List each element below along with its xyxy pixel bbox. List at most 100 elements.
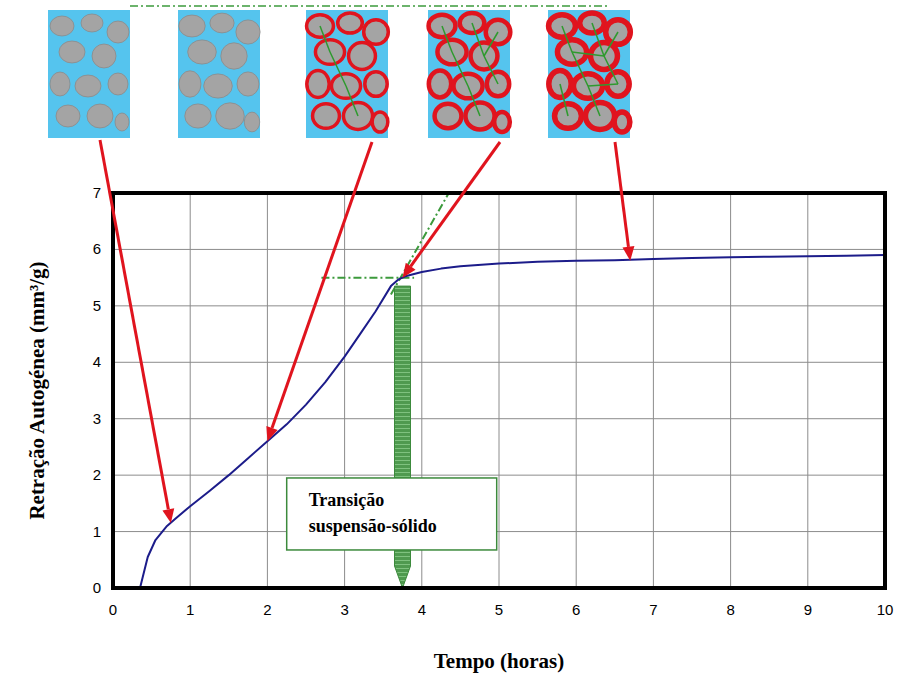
y-tick-label: 6 — [93, 240, 101, 257]
link — [562, 26, 572, 52]
particle — [179, 71, 201, 97]
particle — [108, 73, 128, 95]
particle — [50, 72, 70, 96]
stage-arrow — [272, 142, 372, 428]
annotation-line: Transição — [309, 490, 385, 510]
annotation-box — [287, 478, 497, 550]
grid-line-y — [113, 249, 885, 250]
link — [572, 52, 604, 56]
grid-line-x — [190, 193, 191, 588]
link — [484, 32, 498, 56]
particle — [75, 75, 101, 97]
link — [588, 86, 600, 116]
particle — [115, 113, 129, 131]
particle — [87, 104, 113, 128]
stage-arrow-head — [266, 426, 277, 441]
particle — [429, 71, 451, 98]
grid-line-x — [807, 193, 808, 588]
x-tick-label: 6 — [572, 601, 580, 618]
x-tick-label: 0 — [109, 601, 117, 618]
particle — [107, 21, 129, 43]
stage-bg — [178, 10, 260, 138]
annotation-text: Transição suspensão-sólido — [309, 490, 437, 536]
stage-illustration — [178, 10, 260, 138]
stage-illustration — [548, 10, 630, 138]
stage-bg — [428, 10, 510, 138]
y-axis-title: Retração Autogénea (mm³/g) — [25, 261, 49, 519]
particle — [372, 112, 388, 132]
x-tick-label: 8 — [726, 601, 734, 618]
link — [588, 84, 618, 86]
particle — [307, 71, 329, 98]
stage-illustration — [306, 10, 388, 138]
particle — [50, 16, 74, 36]
y-tick-label: 5 — [93, 297, 101, 314]
particle — [614, 112, 630, 132]
y-tick-label: 4 — [93, 353, 101, 370]
stage-arrow-head — [623, 246, 635, 261]
particle — [210, 13, 234, 33]
grid — [113, 193, 885, 588]
y-tick-label: 2 — [93, 466, 101, 483]
particle — [92, 44, 116, 68]
x-tick-label: 5 — [495, 601, 503, 618]
link — [330, 52, 346, 86]
stage-arrow — [615, 142, 628, 247]
particle — [435, 104, 462, 129]
link — [452, 52, 468, 86]
x-tick-label: 2 — [263, 601, 271, 618]
particle — [349, 43, 376, 70]
stage-bg — [306, 10, 388, 138]
particle — [59, 41, 85, 63]
grid-line-y — [113, 362, 885, 363]
link — [604, 32, 618, 56]
particle — [188, 40, 217, 64]
x-tick-label: 9 — [804, 601, 812, 618]
grid-line-y — [113, 418, 885, 419]
particle — [338, 13, 363, 33]
link — [472, 23, 484, 56]
stage-arrow — [411, 142, 500, 266]
data-group — [140, 193, 885, 588]
link — [468, 86, 480, 116]
particle — [237, 72, 259, 96]
stage-bg — [48, 10, 130, 138]
plot-frame — [113, 193, 885, 588]
y-tick-label: 3 — [93, 410, 101, 427]
stage-arrow-head — [162, 508, 174, 523]
link — [560, 84, 568, 116]
plot-bg — [113, 193, 885, 588]
link — [592, 23, 604, 56]
particle — [81, 14, 103, 32]
particle — [216, 103, 245, 129]
stage-arrow — [100, 140, 168, 509]
grid-line-x — [499, 193, 500, 588]
particle — [365, 72, 387, 97]
x-tick-label: 10 — [877, 601, 894, 618]
particle — [56, 105, 80, 127]
particle — [494, 112, 510, 132]
grid-line-x — [576, 193, 577, 588]
x-axis-title: Tempo (horas) — [434, 649, 564, 673]
x-tick-label: 3 — [340, 601, 348, 618]
particle — [313, 104, 340, 129]
y-tick-label: 7 — [93, 184, 101, 201]
annotation-line: suspensão-sólido — [309, 516, 437, 536]
link — [320, 26, 330, 52]
x-tick-label: 4 — [418, 601, 426, 618]
particle — [221, 43, 247, 69]
particle — [364, 20, 389, 45]
particle — [179, 15, 205, 37]
x-tick-label: 7 — [649, 601, 657, 618]
link — [604, 56, 618, 84]
grid-line-x — [653, 193, 654, 588]
link — [572, 52, 588, 86]
stage-arrow-head — [403, 263, 416, 278]
particle — [185, 104, 211, 128]
stage-bg — [548, 10, 630, 138]
grid-line-x — [730, 193, 731, 588]
link — [484, 56, 498, 84]
grid-line-y — [113, 531, 885, 532]
particle — [204, 74, 233, 98]
stage-illustration — [48, 10, 130, 138]
